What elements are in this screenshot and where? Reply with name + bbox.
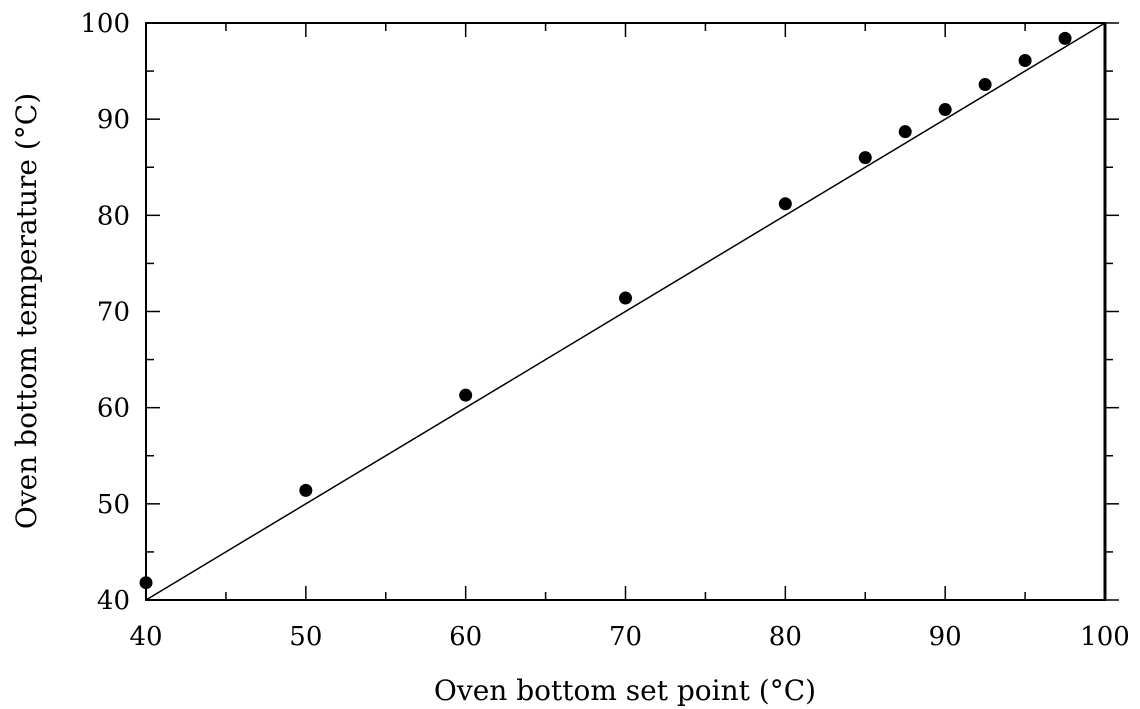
x-tick-label: 100 <box>1080 622 1130 652</box>
y-tick-label: 40 <box>97 586 130 616</box>
y-tick-labels: 40 50 60 70 80 90 100 <box>80 9 130 616</box>
data-point <box>619 291 632 305</box>
data-point <box>898 125 912 139</box>
data-point <box>459 388 473 402</box>
data-point <box>139 576 153 590</box>
x-tick-label: 80 <box>769 622 802 652</box>
y-tick-label: 50 <box>97 490 130 520</box>
data-point <box>858 151 872 165</box>
x-axis-title: Oven bottom set point (°C) <box>434 674 816 707</box>
data-point <box>938 103 952 117</box>
x-tick-label: 40 <box>129 622 162 652</box>
axis-ticks <box>145 22 1119 601</box>
y-tick-label: 80 <box>97 201 130 231</box>
data-point <box>299 483 313 497</box>
x-tick-label: 70 <box>609 622 642 652</box>
data-point <box>978 78 992 92</box>
y-axis-title: Oven bottom temperature (°C) <box>10 93 43 529</box>
y-tick-label: 60 <box>97 394 130 424</box>
x-tick-label: 50 <box>289 622 322 652</box>
y-tick-label: 70 <box>97 298 130 328</box>
data-points <box>139 31 1072 590</box>
data-point <box>778 197 792 211</box>
data-point <box>1018 54 1032 68</box>
x-tick-label: 90 <box>929 622 962 652</box>
y-tick-label: 100 <box>80 9 130 39</box>
data-point <box>1058 31 1072 45</box>
x-tick-label: 60 <box>449 622 482 652</box>
y-tick-label: 90 <box>97 105 130 135</box>
x-tick-labels: 40 50 60 70 80 90 100 <box>129 622 1129 652</box>
identity-reference-line <box>145 22 1106 601</box>
